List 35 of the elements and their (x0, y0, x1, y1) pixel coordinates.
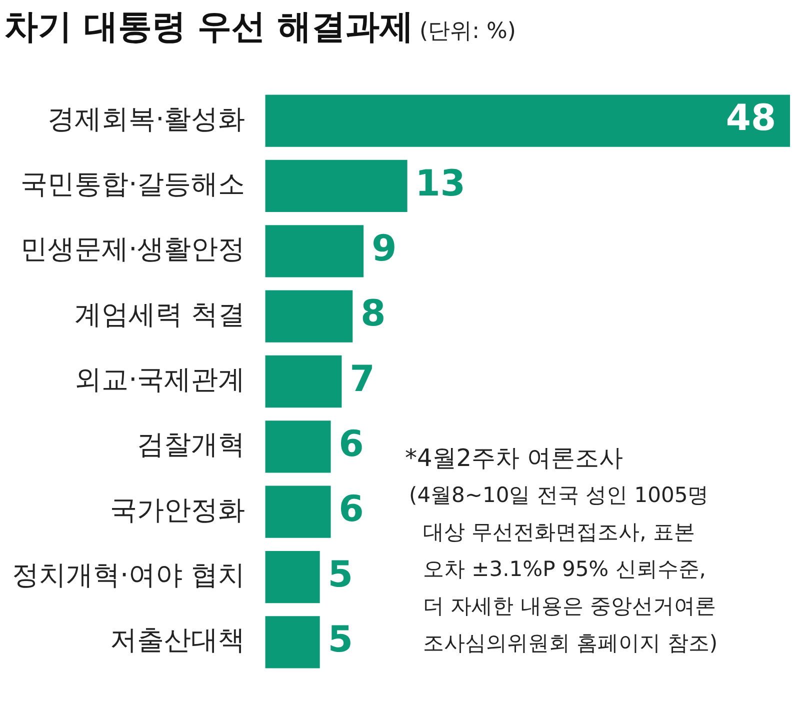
data-label: 13 (415, 163, 466, 204)
annotation: (4월8~10일 전국 성인 1005명 (408, 482, 710, 509)
annotation: 대상 무선전화면접조사, 표본 (422, 519, 696, 546)
bar (265, 225, 364, 278)
bar (265, 160, 408, 212)
data-label: 5 (328, 620, 353, 661)
data-label: 6 (338, 424, 364, 466)
chart-title: 차기 대통령 우선 해결과제 (4, 7, 414, 47)
chart-subtitle: (단위: %) (420, 19, 516, 44)
y-tick-label: 저출산대책 (110, 625, 246, 656)
annotation: 더 자세한 내용은 중앙선거여론 (422, 593, 718, 620)
annotation: 오차 ±3.1%P 95% 신뢰수준, (422, 556, 707, 583)
bar (265, 420, 331, 473)
y-tick-label: 외교·국제관계 (74, 364, 246, 396)
y-tick-label: 민생문제·생활안정 (20, 234, 246, 266)
y-tick-label: 검찰개혁 (137, 430, 246, 461)
y-tick-label: 정치개혁·여야 협치 (12, 560, 246, 592)
y-tick-label: 국가안정화 (110, 494, 246, 526)
annotation: 조사심의위원회 홈페이지 참조) (422, 630, 718, 657)
y-tick-label: 계엄세력 척결 (74, 299, 246, 330)
data-label: 8 (360, 294, 386, 335)
bar (265, 355, 342, 408)
bar (265, 94, 790, 147)
bar (265, 486, 331, 538)
data-label: 9 (372, 228, 397, 270)
bar (265, 550, 320, 604)
data-label: 7 (350, 358, 375, 400)
data-label: 5 (328, 554, 353, 596)
annotation: *4월2주차 여론조사 (405, 443, 624, 474)
data-label: 6 (338, 489, 364, 530)
y-tick-label: 국민통합·갈등해소 (20, 168, 246, 200)
y-tick-label: 경제회복·활성화 (48, 104, 246, 135)
bar (265, 290, 353, 342)
bar (265, 616, 320, 668)
data-label: 48 (726, 98, 776, 140)
